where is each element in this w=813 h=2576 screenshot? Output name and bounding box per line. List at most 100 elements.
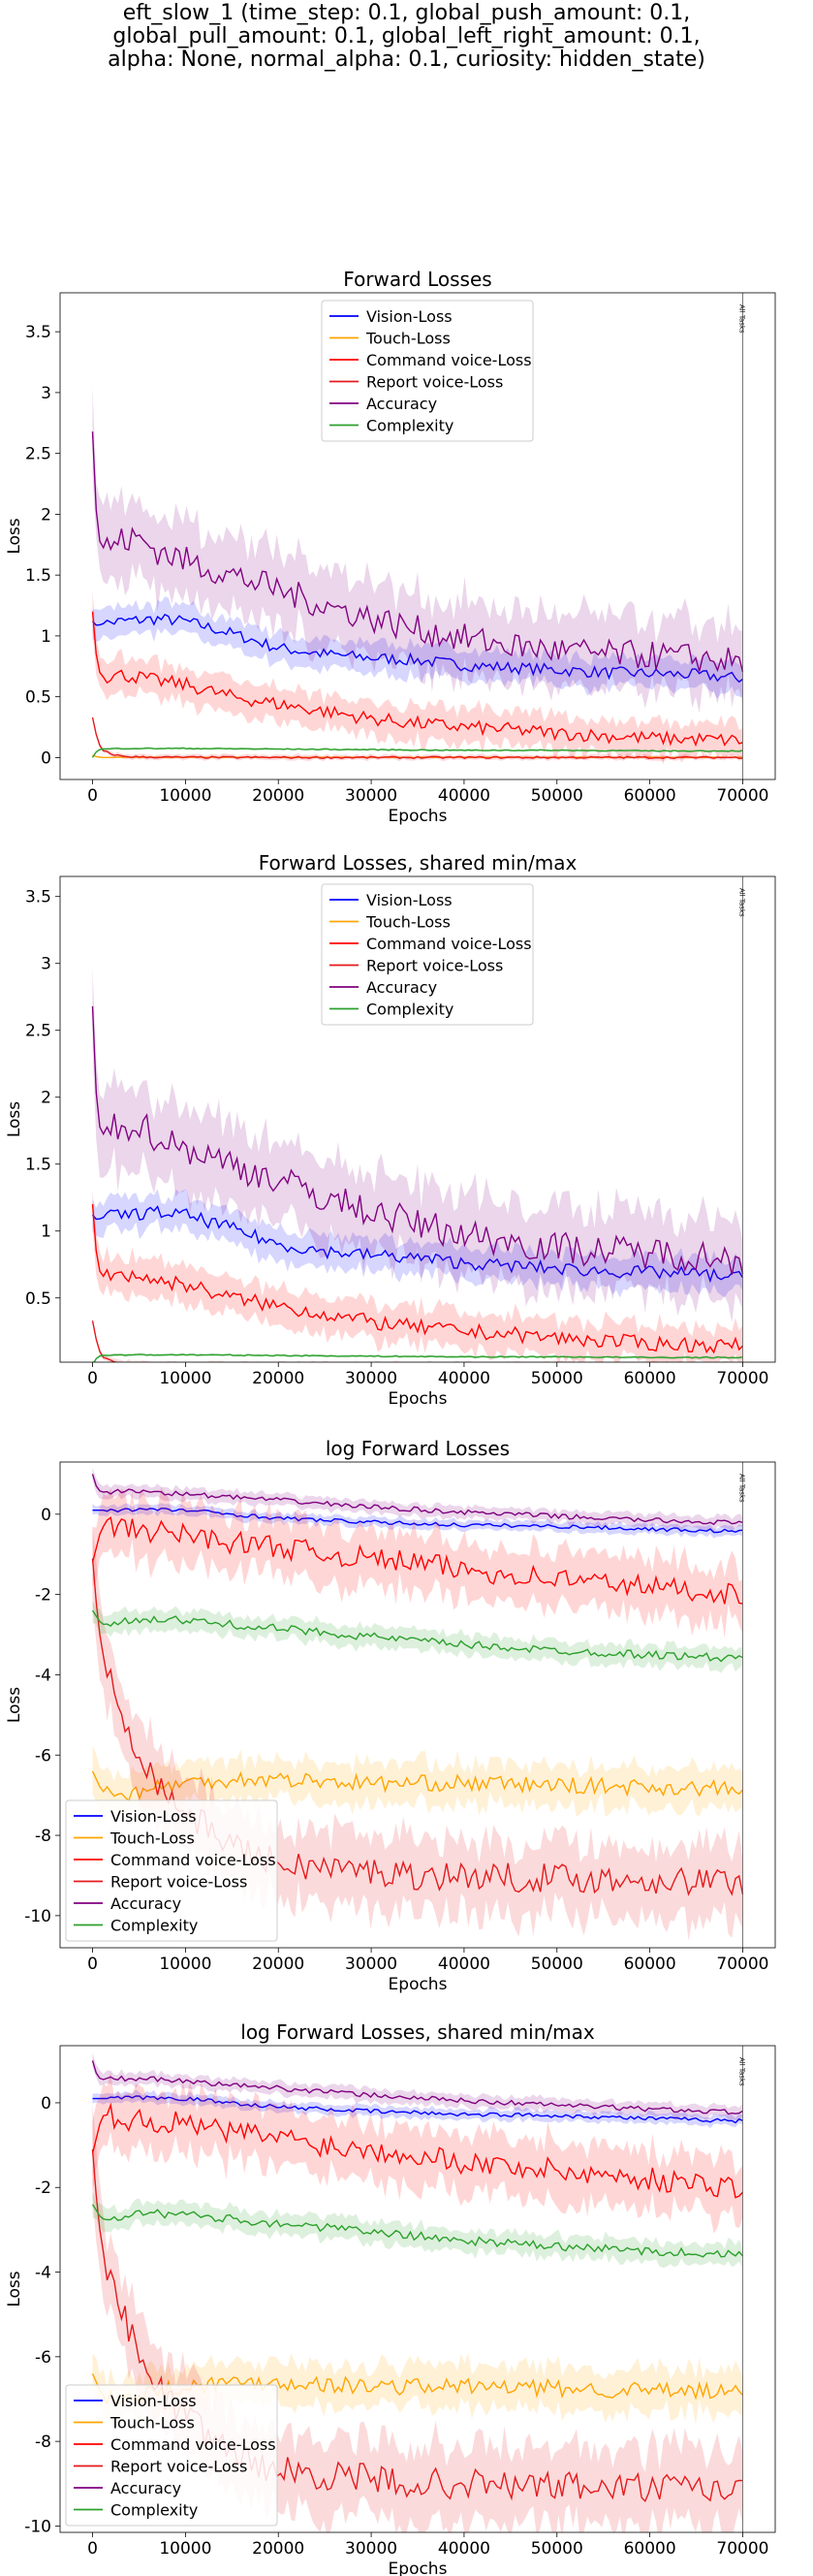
legend-entry-2: Touch-Loss bbox=[109, 1829, 195, 1848]
y-tick-label: 2 bbox=[41, 1089, 51, 1108]
series-band-3 bbox=[92, 1190, 743, 1362]
series-line-5 bbox=[91, 1005, 744, 1275]
y-axis-label: Loss bbox=[5, 2271, 24, 2306]
series-band-2 bbox=[92, 2352, 743, 2428]
y-tick-label: -8 bbox=[35, 1827, 51, 1846]
legend-entry-4: Report voice-Loss bbox=[110, 1873, 247, 1892]
suptitle-line-1: eft_slow_1 (time_step: 0.1, global_push_… bbox=[122, 1, 691, 25]
series-line-1 bbox=[91, 1205, 744, 1284]
legend-box bbox=[65, 1799, 278, 1942]
series-line-6 bbox=[91, 1609, 743, 1663]
series-line-5 bbox=[91, 1474, 743, 1526]
y-tick-label: 2.5 bbox=[25, 1022, 51, 1041]
y-tick-label: 1.5 bbox=[25, 1156, 51, 1175]
legend-entry-3: Command voice-Loss bbox=[110, 2435, 276, 2454]
x-tick-label: 30000 bbox=[345, 786, 397, 806]
legend-entry-5: Accuracy bbox=[366, 978, 437, 997]
chart-panel-4: All Tasks 0 10000 20000 30000 40000 50000 60000… bbox=[5, 2020, 776, 2576]
chart-title: log Forward Losses, shared min/max bbox=[240, 2020, 595, 2044]
x-tick-label: 30000 bbox=[345, 2539, 397, 2559]
x-tick-label: 50000 bbox=[531, 1955, 583, 1974]
y-tick-label: -8 bbox=[35, 2433, 51, 2452]
y-tick-label: -4 bbox=[35, 1666, 51, 1685]
x-tick-label: 10000 bbox=[159, 2539, 211, 2559]
series-band-5 bbox=[92, 968, 743, 1322]
legend-entry-5: Accuracy bbox=[366, 395, 437, 413]
y-tick-label: -10 bbox=[24, 1907, 51, 1926]
x-tick-label: 10000 bbox=[159, 786, 211, 806]
x-tick-label: 50000 bbox=[531, 786, 583, 806]
legend: Vision-Loss Touch-Loss Command voice-Loss R… bbox=[321, 300, 534, 442]
figure-suptitle: eft_slow_1 (time_step: 0.1, global_push_… bbox=[0, 2, 813, 72]
y-tick-label: 2 bbox=[41, 505, 51, 525]
legend-entry-6: Complexity bbox=[366, 1001, 453, 1019]
legend-entry-3: Command voice-Loss bbox=[366, 351, 532, 369]
series-band-3 bbox=[92, 2070, 743, 2234]
legend-entry-4: Report voice-Loss bbox=[366, 373, 503, 392]
series-band-3 bbox=[92, 1486, 743, 1638]
x-tick-label: 0 bbox=[87, 1955, 98, 1974]
x-tick-label: 70000 bbox=[716, 2539, 768, 2559]
series-band-6 bbox=[92, 1601, 743, 1673]
axes-frame bbox=[59, 292, 776, 780]
x-tick-label: 20000 bbox=[252, 1955, 304, 1974]
x-tick-label: 30000 bbox=[345, 1369, 397, 1388]
y-tick-label: 0 bbox=[41, 2094, 51, 2114]
legend-entry-2: Touch-Loss bbox=[109, 2414, 195, 2433]
x-tick-label: 0 bbox=[87, 2539, 98, 2559]
legend-box bbox=[321, 883, 534, 1026]
y-tick-label: 0.5 bbox=[25, 1289, 51, 1309]
y-tick-label: 3.5 bbox=[25, 323, 51, 342]
x-tick-label: 20000 bbox=[252, 786, 304, 806]
x-tick-label: 20000 bbox=[252, 2539, 304, 2559]
series-line-6 bbox=[91, 747, 743, 758]
series-line-2 bbox=[91, 2373, 744, 2406]
series-line-3 bbox=[91, 1516, 743, 1605]
legend-entry-5: Accuracy bbox=[110, 2479, 181, 2497]
y-axis-label: Loss bbox=[5, 518, 24, 554]
series-band-6 bbox=[92, 2191, 743, 2269]
y-tick-label: 3 bbox=[41, 384, 51, 403]
axes-frame bbox=[59, 2045, 776, 2533]
y-tick-label: -2 bbox=[35, 1586, 51, 1606]
x-tick-label: 50000 bbox=[531, 2539, 583, 2559]
x-tick-label: 0 bbox=[87, 1369, 98, 1388]
y-tick-label: 0 bbox=[41, 1506, 51, 1525]
y-tick-label: 2.5 bbox=[25, 445, 51, 464]
task-marker-label: All Tasks bbox=[737, 1474, 745, 1503]
y-tick-label: 1.5 bbox=[25, 566, 51, 586]
legend-box bbox=[65, 2384, 278, 2527]
y-tick-label: 1 bbox=[41, 627, 51, 647]
task-marker-label: All Tasks bbox=[737, 888, 745, 917]
x-tick-label: 70000 bbox=[716, 786, 768, 806]
y-tick-label: 0.5 bbox=[25, 688, 51, 708]
x-axis-label: Epochs bbox=[389, 2560, 448, 2576]
legend: Vision-Loss Touch-Loss Command voice-Loss R… bbox=[65, 1799, 278, 1942]
legend-box bbox=[321, 300, 534, 442]
series-band-1 bbox=[92, 596, 743, 699]
y-axis-label: Loss bbox=[5, 1687, 24, 1723]
series-line-6 bbox=[91, 2204, 744, 2258]
suptitle-line-2: global_pull_amount: 0.1, global_left_rig… bbox=[112, 24, 701, 48]
series-line-6 bbox=[93, 1353, 743, 1362]
legend-entry-2: Touch-Loss bbox=[365, 330, 451, 348]
legend-entry-3: Command voice-Loss bbox=[110, 1851, 276, 1869]
y-tick-label: -2 bbox=[35, 2178, 51, 2198]
x-axis-label: Epochs bbox=[389, 807, 448, 826]
series-line-3 bbox=[91, 1204, 743, 1354]
legend-entry-1: Vision-Loss bbox=[110, 1807, 197, 1826]
task-marker-label: All Tasks bbox=[737, 304, 745, 334]
legend-entry-6: Complexity bbox=[110, 2501, 198, 2520]
x-tick-label: 40000 bbox=[438, 1955, 490, 1974]
series-line-5 bbox=[91, 431, 744, 673]
legend-entry-4: Report voice-Loss bbox=[366, 957, 503, 975]
x-tick-label: 20000 bbox=[252, 1369, 304, 1388]
chart-panel-2: All Tasks 0 10000 20000 30000 40000 50000 60000… bbox=[5, 851, 776, 1409]
axes-frame bbox=[59, 1461, 776, 1949]
plot-series-group bbox=[91, 968, 744, 1362]
x-tick-label: 0 bbox=[87, 786, 98, 806]
legend: Vision-Loss Touch-Loss Command voice-Loss R… bbox=[321, 883, 534, 1026]
y-tick-label: -6 bbox=[35, 1746, 51, 1765]
x-tick-label: 60000 bbox=[624, 786, 676, 806]
